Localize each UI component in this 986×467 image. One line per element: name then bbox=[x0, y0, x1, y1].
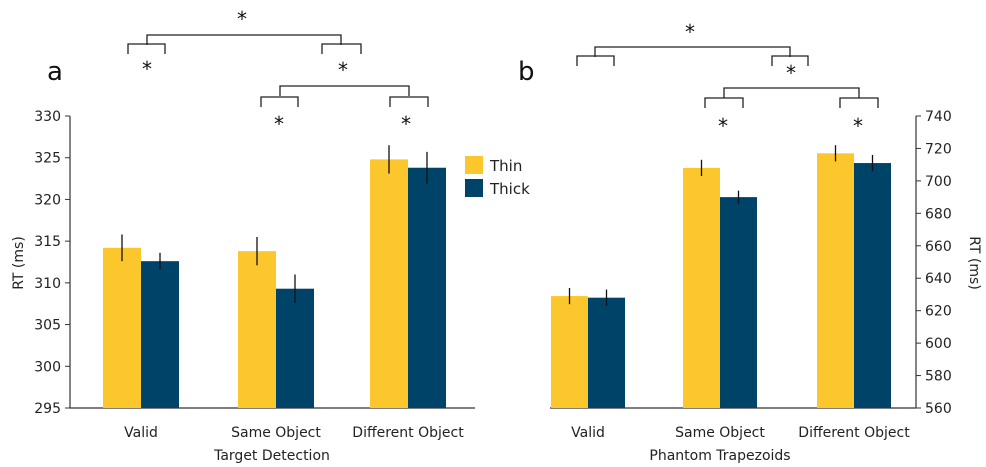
bar-thin bbox=[238, 251, 276, 408]
significance-bracket bbox=[321, 43, 362, 54]
bar-thin bbox=[817, 153, 854, 408]
y-tick-label: 720 bbox=[925, 141, 952, 157]
bar-thick bbox=[720, 197, 757, 408]
y-tick-label: 620 bbox=[925, 304, 952, 320]
panel-a: a RT (ms) Target Detection 295 300 305 310 3… bbox=[11, 7, 530, 464]
x-tick-label: Same Object bbox=[675, 425, 765, 441]
bars bbox=[551, 145, 891, 408]
x-tick-label: Different Object bbox=[352, 425, 464, 441]
significance-bracket bbox=[146, 34, 342, 45]
significance-brackets: * * * * bbox=[576, 20, 879, 138]
panel-b: b RT (ms) Phantom Trapezoids 560 580 600 62… bbox=[518, 20, 982, 464]
legend-swatch-thin bbox=[465, 156, 483, 174]
significance-star: * bbox=[853, 114, 863, 138]
bar-thin bbox=[551, 296, 588, 408]
significance-bracket bbox=[279, 85, 410, 96]
y-tick-label: 640 bbox=[925, 271, 952, 287]
significance-star: * bbox=[237, 7, 247, 31]
bar-thin bbox=[103, 247, 141, 408]
significance-star: * bbox=[401, 112, 411, 136]
y-tick-label: 305 bbox=[34, 318, 61, 334]
legend-label-thick: Thick bbox=[489, 180, 530, 198]
y-tick-label: 315 bbox=[34, 234, 61, 250]
legend: Thin Thick bbox=[465, 156, 530, 198]
x-tick-label: Different Object bbox=[798, 425, 910, 441]
y-tick-label: 295 bbox=[34, 401, 61, 417]
bar-thick bbox=[276, 288, 314, 408]
y-tick-label: 330 bbox=[34, 109, 61, 125]
significance-star: * bbox=[718, 114, 728, 138]
significance-bracket bbox=[389, 96, 429, 107]
significance-bracket bbox=[704, 97, 744, 108]
significance-star: * bbox=[338, 58, 348, 82]
y-tick-label: 320 bbox=[34, 192, 61, 208]
significance-bracket bbox=[260, 96, 299, 107]
y-axis-label: RT (ms) bbox=[966, 236, 982, 290]
x-tick-label: Valid bbox=[571, 425, 605, 441]
y-tick-label: 660 bbox=[925, 239, 952, 255]
y-tick-label: 680 bbox=[925, 206, 952, 222]
y-tick-label: 580 bbox=[925, 369, 952, 385]
axes: 295 300 305 310 315 320 325 330 Valid Same Object… bbox=[34, 109, 475, 441]
y-tick-label: 300 bbox=[34, 359, 61, 375]
significance-bracket bbox=[127, 43, 166, 54]
significance-bracket bbox=[839, 97, 879, 108]
x-tick-label: Same Object bbox=[231, 425, 321, 441]
bar-thick bbox=[141, 261, 179, 408]
x-axis-title: Target Detection bbox=[213, 448, 330, 464]
x-axis-title: Phantom Trapezoids bbox=[649, 448, 790, 464]
significance-star: * bbox=[142, 57, 152, 81]
bar-thick bbox=[854, 163, 891, 408]
y-tick-label: 560 bbox=[925, 401, 952, 417]
bar-thin bbox=[370, 159, 408, 408]
legend-swatch-thick bbox=[465, 179, 483, 197]
bar-thin bbox=[683, 167, 720, 408]
significance-bracket bbox=[723, 87, 860, 98]
panel-label: a bbox=[47, 57, 63, 87]
significance-star: * bbox=[685, 20, 695, 44]
significance-bracket bbox=[576, 55, 615, 66]
significance-bracket bbox=[594, 46, 791, 57]
y-axis-label: RT (ms) bbox=[11, 236, 27, 290]
significance-star: * bbox=[786, 61, 796, 85]
bars bbox=[103, 145, 446, 408]
bar-thick bbox=[408, 167, 446, 408]
bar-thick bbox=[588, 297, 625, 408]
panel-label: b bbox=[518, 57, 535, 87]
y-tick-label: 310 bbox=[34, 276, 61, 292]
significance-star: * bbox=[274, 112, 284, 136]
legend-label-thin: Thin bbox=[489, 157, 522, 175]
significance-brackets: * * * * * bbox=[127, 7, 429, 136]
x-tick-label: Valid bbox=[124, 425, 158, 441]
y-tick-label: 600 bbox=[925, 336, 952, 352]
axes: 560 580 600 620 640 660 680 700 720 740 Valid Same … bbox=[550, 109, 952, 441]
y-tick-label: 700 bbox=[925, 174, 952, 190]
y-tick-label: 740 bbox=[925, 109, 952, 125]
y-tick-label: 325 bbox=[34, 151, 61, 167]
